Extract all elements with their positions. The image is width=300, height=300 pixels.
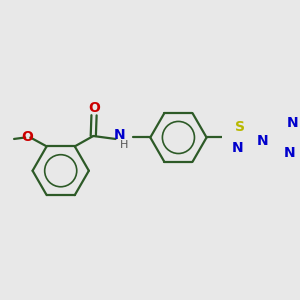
Text: O: O — [88, 101, 100, 115]
Text: N: N — [256, 134, 268, 148]
Text: S: S — [235, 120, 245, 134]
Text: N: N — [286, 116, 298, 130]
Text: H: H — [120, 140, 129, 150]
Text: N: N — [232, 141, 243, 154]
Text: O: O — [22, 130, 33, 144]
Text: N: N — [113, 128, 125, 142]
Text: N: N — [284, 146, 295, 160]
